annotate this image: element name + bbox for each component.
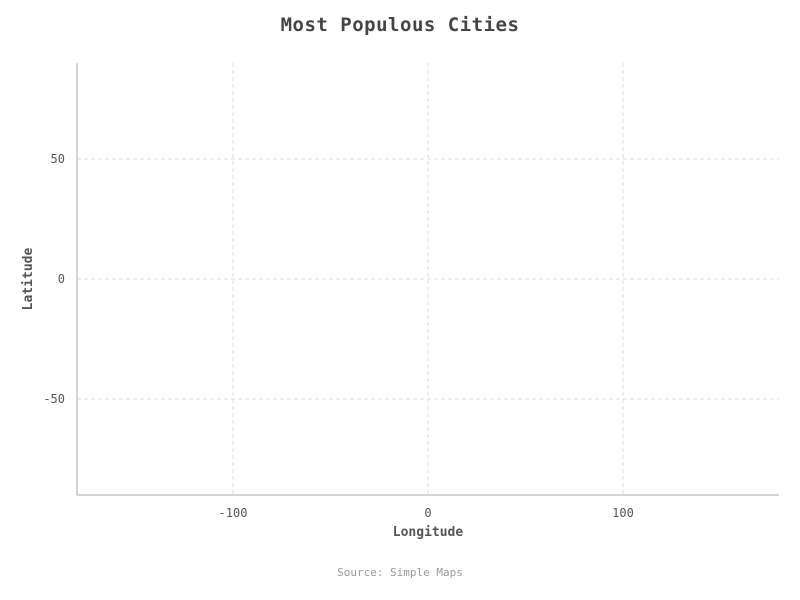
x-tick-label: 0 xyxy=(424,506,431,520)
y-axis-label: Latitude xyxy=(21,248,36,311)
chart-title: Most Populous Cities xyxy=(280,14,520,36)
y-grid-lines xyxy=(77,158,779,400)
x-grid-lines xyxy=(232,63,624,495)
y-tick-label: 50 xyxy=(51,152,65,166)
x-tick-label: 100 xyxy=(612,506,634,520)
y-tick-label: -50 xyxy=(43,392,65,406)
x-tick-labels: -100 0 100 xyxy=(219,506,634,520)
x-axis-label: Longitude xyxy=(393,525,464,540)
x-tick-label: -100 xyxy=(219,506,248,520)
chart-source: Source: Simple Maps xyxy=(337,566,463,579)
y-tick-label: 0 xyxy=(58,272,65,286)
y-tick-labels: 50 0 -50 xyxy=(43,152,65,406)
